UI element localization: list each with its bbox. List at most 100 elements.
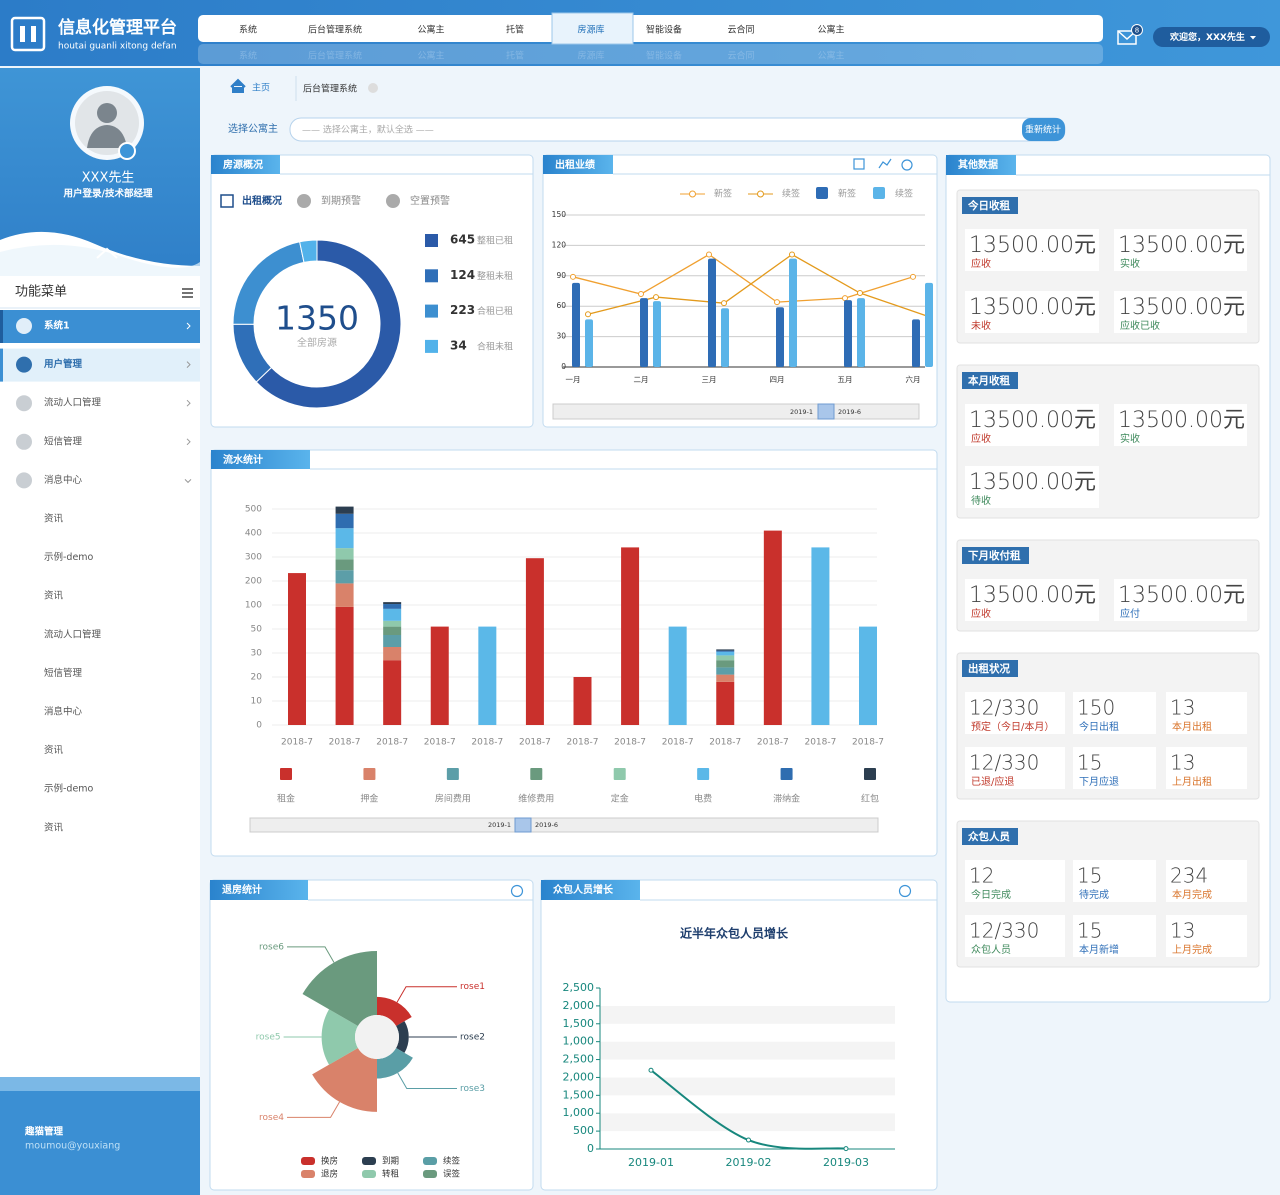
bar-segment: [716, 649, 735, 651]
submenu-item[interactable]: 资讯: [44, 822, 64, 833]
rose-sector: [377, 1048, 413, 1079]
menu-item[interactable]: 系统1: [44, 320, 70, 332]
tab-close[interactable]: [368, 83, 378, 93]
card-value: 13: [1170, 696, 1195, 720]
bar: [640, 298, 648, 367]
nav-reflection: 公寓主: [417, 50, 444, 62]
legend-label: 新签: [838, 188, 856, 200]
nav-item[interactable]: 房源库: [577, 24, 604, 36]
tab[interactable]: 主页: [252, 82, 270, 94]
legend-label: 滞纳金: [773, 793, 800, 805]
y-tick-label: 200: [245, 577, 262, 587]
avatar: [70, 86, 144, 160]
mail-icon[interactable]: [1117, 24, 1143, 45]
panel-title: 出租业绩: [555, 158, 595, 171]
card-label: 已退/应退: [971, 775, 1014, 788]
submenu-item[interactable]: 资讯: [44, 514, 64, 525]
bar: [912, 319, 920, 367]
nav-item[interactable]: 公寓主: [417, 24, 444, 36]
zoom-window[interactable]: [817, 403, 835, 420]
rose-hole: [355, 1015, 399, 1059]
card: [965, 579, 1099, 621]
card-value: 13500.00元: [969, 295, 1096, 320]
nav-reflection: 房源库: [577, 50, 604, 62]
nav-item[interactable]: 后台管理系统: [308, 24, 362, 36]
nav-item[interactable]: 托管: [506, 24, 524, 36]
submenu-item[interactable]: 示例-demo: [44, 551, 94, 563]
nav-reflection: 智能设备: [646, 50, 682, 62]
total-value: 1350: [275, 299, 359, 338]
legend-swatch: [425, 269, 438, 283]
card: [1166, 692, 1247, 734]
submenu-item[interactable]: 示例-demo: [44, 783, 94, 795]
card: [965, 229, 1099, 271]
submenu-item[interactable]: 资讯: [44, 745, 64, 756]
legend-swatch: [697, 768, 710, 780]
nav-bar: [198, 15, 1103, 42]
menu-toggle[interactable]: [182, 288, 193, 298]
menu-chevron: [186, 361, 191, 368]
bar: [572, 282, 580, 367]
legend-label[interactable]: 到期预警: [321, 194, 361, 207]
legend-label: 电费: [694, 793, 712, 805]
user-button[interactable]: [1153, 27, 1270, 47]
menu-icon: [16, 472, 32, 489]
nav-reflection-bar: [198, 44, 1103, 64]
nav-item[interactable]: 智能设备: [646, 24, 682, 36]
legend-swatch: [423, 1157, 437, 1165]
card: [1073, 692, 1156, 734]
y-tick-label: 0: [256, 721, 262, 731]
filter-button[interactable]: [1022, 118, 1065, 141]
nav-item[interactable]: 公寓主: [817, 24, 844, 36]
zoom-label: 2019-6: [535, 821, 558, 829]
line-point: [570, 273, 576, 280]
legend-swatch: [425, 339, 438, 353]
x-tick-label: 一月: [566, 375, 581, 384]
y-tick-label: 60: [556, 301, 566, 310]
zoom-track[interactable]: [249, 817, 879, 833]
menu-chevron: [186, 438, 191, 446]
leader-line: [287, 1101, 340, 1118]
submenu-item[interactable]: 资讯: [44, 591, 64, 602]
tab[interactable]: 后台管理系统: [303, 83, 357, 95]
menu-icon: [16, 318, 32, 334]
legend-label[interactable]: 空置预警: [410, 194, 450, 207]
panel-title: 其他数据: [958, 158, 998, 171]
legend-swatch: [280, 768, 292, 780]
bar-segment: [716, 650, 735, 652]
line: [572, 253, 914, 303]
legend-swatch: [425, 304, 438, 318]
submenu-item[interactable]: 流动人口管理: [44, 628, 102, 640]
panel-icons[interactable]: [510, 158, 913, 898]
bar-segment: [335, 606, 354, 725]
menu-icon: [16, 395, 32, 412]
nav-item[interactable]: 云合同: [727, 24, 754, 36]
x-tick-label: 2019-02: [726, 1156, 772, 1169]
legend-label[interactable]: 出租概况: [242, 194, 282, 207]
legend-label: 换房: [321, 1156, 338, 1167]
bar-segment: [716, 651, 735, 656]
bar-segment: [716, 655, 735, 661]
nav-item[interactable]: 系统: [239, 24, 257, 36]
card: [1073, 747, 1156, 789]
card-label: 应收已收: [1120, 319, 1160, 332]
collapse-icon[interactable]: [96, 247, 118, 259]
card: [965, 404, 1099, 446]
submenu-item[interactable]: 消息中心: [44, 706, 83, 718]
menu-item[interactable]: 短信管理: [44, 435, 83, 447]
legend-label: 续签: [443, 1156, 461, 1167]
card: [1114, 404, 1247, 446]
legend-icon: [220, 194, 234, 208]
menu-item[interactable]: 流动人口管理: [44, 397, 102, 409]
menu-item[interactable]: 消息中心: [44, 474, 83, 486]
x-tick-label: 2018-7: [329, 738, 361, 748]
zoom-track[interactable]: [552, 403, 920, 420]
zoom-window[interactable]: [514, 817, 532, 833]
caret: [1250, 36, 1256, 40]
bar-segment: [859, 626, 877, 725]
menu-item[interactable]: 用户管理: [43, 358, 83, 370]
bar: [653, 301, 661, 367]
submenu-item[interactable]: 短信管理: [44, 667, 83, 679]
grid-band: [600, 1023, 895, 1042]
